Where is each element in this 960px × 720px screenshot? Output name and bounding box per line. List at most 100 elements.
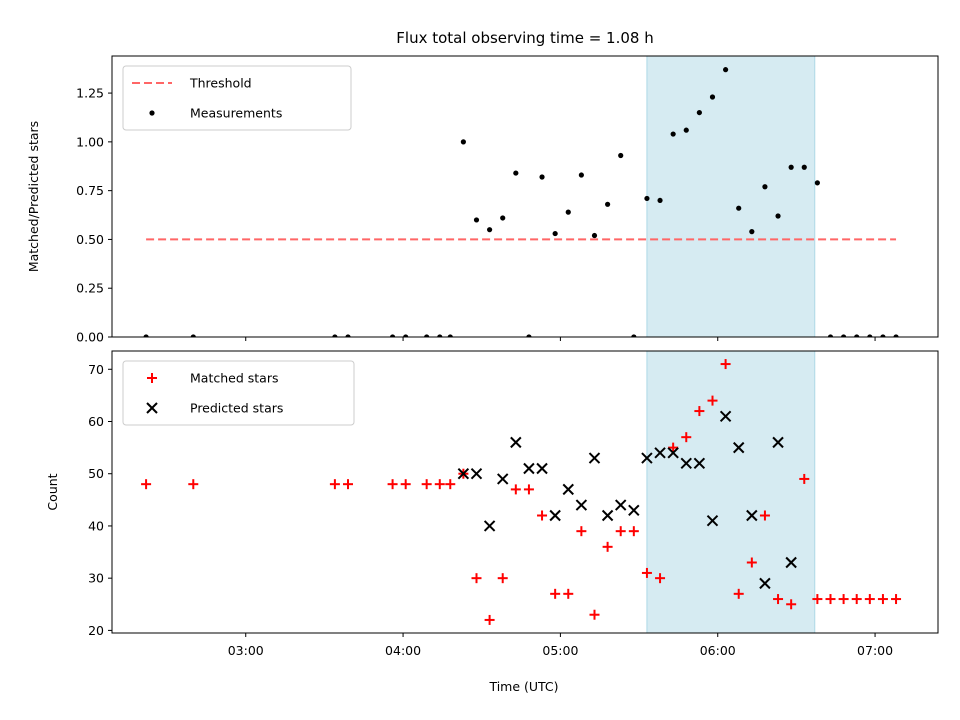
- matched-stars-point: [615, 526, 626, 537]
- measurements-point: [683, 127, 689, 133]
- measurements-point: [749, 229, 755, 235]
- measurements-point: [644, 195, 650, 202]
- y-tick-label: 1.25: [76, 86, 104, 101]
- matched-stars-point: [773, 594, 784, 605]
- measurements-point: [827, 334, 834, 337]
- x-tick-label: 05:00: [542, 643, 578, 658]
- measurements-point: [605, 201, 611, 207]
- y-tick-label: 20: [88, 623, 104, 638]
- y-tick-label: 0.25: [76, 281, 104, 296]
- matched-stars-point: [589, 609, 600, 620]
- predicted-stars-point: [536, 462, 548, 475]
- y-axis-label: Matched/Predicted stars: [26, 121, 41, 272]
- matched-stars-point: [668, 442, 679, 453]
- matched-stars-point: [891, 594, 902, 605]
- predicted-stars-point: [680, 457, 692, 469]
- measurements-point: [539, 174, 545, 180]
- legend-label: Measurements: [190, 106, 282, 121]
- measurements-point: [775, 213, 781, 219]
- measurements-point: [736, 205, 742, 211]
- predicted-stars-point: [654, 447, 666, 459]
- matched-stars-point: [537, 510, 548, 521]
- matched-stars-point: [421, 479, 432, 490]
- measurements-point: [190, 334, 196, 337]
- predicted-stars-point: [457, 468, 470, 480]
- x-stroke: [470, 468, 483, 480]
- axes-frame: [111, 350, 939, 634]
- measurements-point: [631, 334, 637, 337]
- x-stroke: [483, 520, 496, 532]
- highlight-span: [646, 350, 816, 634]
- predicted-stars-point: [641, 452, 653, 464]
- measurements-point: [670, 131, 676, 137]
- predicted-stars-point: [719, 410, 732, 422]
- x-stroke: [759, 577, 771, 590]
- matched-stars-point: [523, 484, 534, 495]
- series-points: [141, 359, 902, 625]
- measurements-point: [447, 334, 453, 337]
- x-stroke: [523, 462, 535, 475]
- measurements-point: [345, 334, 351, 337]
- predicted-stars-point: [772, 436, 784, 449]
- count-panel: 20 30 40 50 60 70 03:00 04:00 05:00 06:00 07:00 Cou…: [45, 350, 939, 694]
- predicted-stars-point: [667, 447, 679, 459]
- matched-stars-point: [329, 479, 340, 490]
- measurements-point: [762, 184, 768, 190]
- measurements-point: [403, 334, 409, 337]
- predicted-stars-point: [615, 499, 627, 511]
- matched-stars-point: [720, 359, 731, 370]
- matched-stars-point: [694, 406, 705, 417]
- predicted-stars-point: [588, 452, 601, 464]
- matched-stars-point: [563, 588, 574, 599]
- matched-stars-point: [786, 599, 797, 610]
- matched-stars-point: [550, 588, 561, 599]
- predicted-stars-point: [470, 468, 483, 480]
- x-stroke: [615, 499, 627, 511]
- x-stroke: [588, 452, 601, 464]
- measurements-point: [143, 334, 149, 337]
- legend-label: Predicted stars: [190, 401, 283, 416]
- x-stroke: [497, 473, 509, 485]
- measurements-point: [437, 334, 443, 337]
- ratio-panel: 0.00 0.25 0.50 0.75 1.00 1.25 Matched/Predicte…: [26, 55, 939, 345]
- measurements-point: [473, 217, 480, 223]
- matched-stars-point: [799, 473, 810, 484]
- measurements-point: [788, 164, 794, 170]
- measurements-point: [500, 215, 506, 221]
- matched-stars-point: [434, 479, 445, 490]
- x-stroke: [601, 509, 614, 522]
- measurements-point: [578, 172, 584, 178]
- predicted-stars-point: [497, 473, 509, 485]
- x-axis-label: Time (UTC): [488, 679, 558, 694]
- matched-stars-point: [400, 479, 411, 490]
- matched-stars-point: [746, 557, 757, 568]
- matched-stars-point: [497, 573, 508, 584]
- chart-title: Flux total observing time = 1.08 h: [396, 29, 653, 47]
- predicted-stars-point: [693, 457, 706, 469]
- matched-stars-point: [641, 567, 652, 578]
- legend-label: Threshold: [189, 76, 252, 91]
- legend: Matched stars Predicted stars: [122, 360, 355, 426]
- x-tick-label: 04:00: [385, 643, 421, 658]
- matched-stars-point: [510, 484, 521, 495]
- legend-frame: [122, 360, 355, 426]
- measurements-point: [552, 230, 558, 237]
- x-stroke: [457, 468, 470, 480]
- x-tick-label: 07:00: [857, 643, 893, 658]
- measurements-point: [591, 232, 598, 239]
- predicted-stars-point: [785, 556, 797, 569]
- x-stroke: [575, 499, 588, 511]
- measurements-point: [332, 334, 338, 337]
- matched-stars-point: [812, 594, 823, 605]
- matched-stars-point: [655, 573, 666, 584]
- y-axis-label: Count: [45, 473, 60, 510]
- predicted-stars-point: [523, 462, 535, 475]
- x-stroke: [733, 441, 745, 454]
- y-tick-label: 0.50: [76, 232, 104, 247]
- predicted-stars-point: [706, 515, 719, 527]
- legend-dot-swatch: [149, 110, 155, 116]
- predicted-stars-point: [759, 577, 771, 590]
- x-stroke: [785, 556, 797, 569]
- measurements-point: [424, 334, 430, 337]
- x-stroke: [628, 504, 640, 516]
